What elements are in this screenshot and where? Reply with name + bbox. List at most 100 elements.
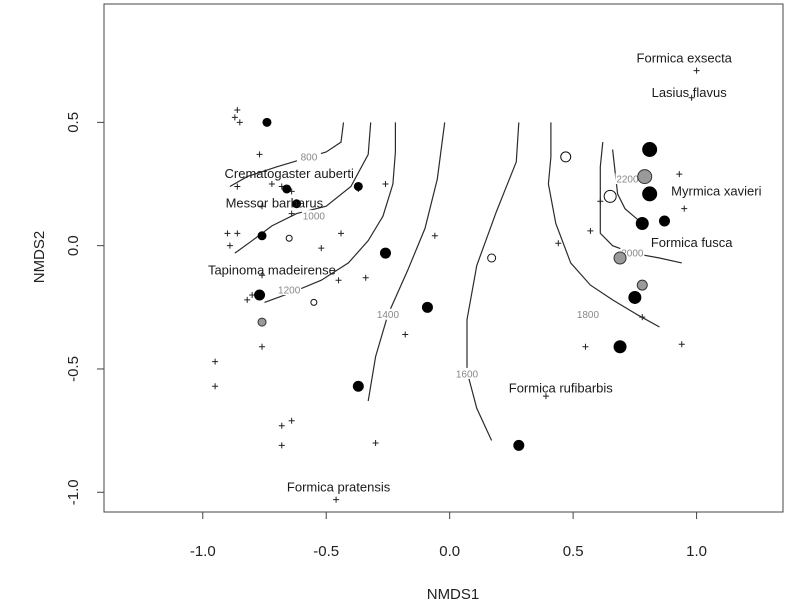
site-point-black <box>658 215 670 227</box>
species-label: Formica exsecta <box>637 50 733 65</box>
site-point-black <box>254 289 266 301</box>
contour-label-bg-1400 <box>375 308 400 320</box>
x-tick-label: -1.0 <box>190 543 216 560</box>
site-point-large-black <box>642 141 658 157</box>
contour-label-2200: 2200 <box>616 175 639 186</box>
contour-lines: 800 1000 1200 1400 1600 1800 2000 2200 <box>229 122 682 441</box>
contour-line-2200 <box>612 149 643 224</box>
species-cross <box>234 230 241 237</box>
species-cross <box>268 181 275 188</box>
species-cross <box>402 331 409 338</box>
site-point-black <box>292 199 302 209</box>
species-cross <box>542 393 549 400</box>
species-cross <box>587 227 594 234</box>
species-cross <box>259 203 266 210</box>
x-tick-label: 1.0 <box>686 543 707 560</box>
site-point-grey <box>257 317 267 327</box>
contour-label-bg-800 <box>296 150 321 162</box>
site-point-black <box>635 216 649 230</box>
x-tick-label: -0.5 <box>313 543 339 560</box>
contour-line-1800 <box>547 122 660 328</box>
contour-label-bg-1600 <box>454 367 479 379</box>
x-tick-label: 0.5 <box>563 543 584 560</box>
contour-label-800: 800 <box>301 152 318 163</box>
contour-label-2000: 2000 <box>621 249 644 260</box>
site-point-black <box>352 380 364 392</box>
species-cross <box>678 341 685 348</box>
species-cross <box>688 94 695 101</box>
site-point-black <box>421 301 433 313</box>
species-cross <box>212 358 219 365</box>
y-tick-label: -0.5 <box>65 356 82 382</box>
contour-label-1800: 1800 <box>577 310 600 321</box>
contour-line-1000 <box>234 122 372 254</box>
contour-label-1400: 1400 <box>377 310 400 321</box>
species-crosses <box>212 67 700 503</box>
site-point-open <box>560 151 572 163</box>
species-label: Lasius flavus <box>652 85 728 100</box>
contour-line-1600 <box>466 122 520 441</box>
species-label: Formica rufibarbis <box>509 381 614 396</box>
species-cross <box>288 417 295 424</box>
species-cross <box>234 183 241 190</box>
contour-label-bg-1000 <box>301 210 326 222</box>
contour-label-bg-1200 <box>277 284 302 296</box>
site-point-black <box>257 231 267 241</box>
site-point-large-black <box>642 186 658 202</box>
site-point-open <box>285 234 293 242</box>
species-cross <box>244 296 251 303</box>
y-tick-label: -1.0 <box>65 479 82 505</box>
species-cross <box>212 383 219 390</box>
site-point-black <box>513 439 525 451</box>
species-cross <box>582 343 589 350</box>
contour-label-bg-1800 <box>575 308 600 320</box>
species-cross <box>231 114 238 121</box>
y-axis-title: NMDS2 <box>31 231 48 284</box>
species-cross <box>335 277 342 284</box>
contour-line-1400 <box>367 122 446 402</box>
species-cross <box>338 230 345 237</box>
contour-label-1200: 1200 <box>278 286 301 297</box>
site-point-black <box>628 290 642 304</box>
contour-label-1000: 1000 <box>303 212 326 223</box>
species-cross <box>639 314 646 321</box>
species-cross <box>278 442 285 449</box>
site-point-open <box>603 189 617 203</box>
plot-area <box>103 3 784 513</box>
y-tick-label: 0.5 <box>65 112 82 133</box>
contour-label-bg-2200 <box>615 173 640 185</box>
contour-line-1200 <box>264 122 396 303</box>
species-cross <box>236 119 243 126</box>
species-cross <box>431 232 438 239</box>
x-tick-label: 0.0 <box>439 543 460 560</box>
species-cross <box>278 422 285 429</box>
contour-line-2000 <box>599 142 682 264</box>
site-point-black <box>613 340 627 354</box>
species-cross <box>597 198 604 205</box>
species-cross <box>259 343 266 350</box>
site-point-open <box>310 298 318 306</box>
site-point-black <box>353 181 363 191</box>
species-cross <box>333 496 340 503</box>
species-label: Formica fusca <box>651 235 733 250</box>
species-cross <box>693 67 700 74</box>
species-cross <box>681 205 688 212</box>
contour-label-bg-2000 <box>620 247 645 259</box>
site-point-grey <box>637 169 653 185</box>
species-label: Crematogaster auberti <box>225 166 354 181</box>
site-point-open <box>487 253 497 263</box>
species-cross <box>676 171 683 178</box>
species-cross <box>234 107 241 114</box>
species-cross <box>224 230 231 237</box>
site-points <box>254 117 670 451</box>
species-labels: Formica exsecta Lasius flavus Crematogaste… <box>208 50 762 494</box>
species-label: Tapinoma madeirense <box>208 262 336 277</box>
y-tick-label: 0.0 <box>65 235 82 256</box>
species-label: Myrmica xavieri <box>671 183 761 198</box>
x-axis-title: NMDS1 <box>427 586 480 603</box>
site-point-black <box>282 184 292 194</box>
species-cross <box>382 181 389 188</box>
species-cross <box>362 274 369 281</box>
site-point-grey <box>613 251 627 265</box>
